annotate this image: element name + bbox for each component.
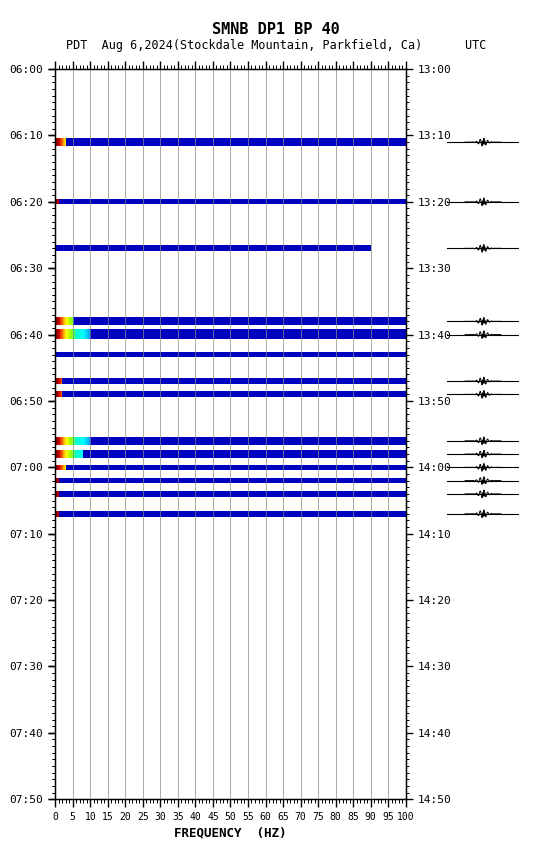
Text: PDT  Aug 6,2024(Stockdale Mountain, Parkfield, Ca)      UTC: PDT Aug 6,2024(Stockdale Mountain, Parkf… xyxy=(66,39,486,52)
X-axis label: FREQUENCY  (HZ): FREQUENCY (HZ) xyxy=(174,827,286,840)
Text: SMNB DP1 BP 40: SMNB DP1 BP 40 xyxy=(212,22,340,36)
